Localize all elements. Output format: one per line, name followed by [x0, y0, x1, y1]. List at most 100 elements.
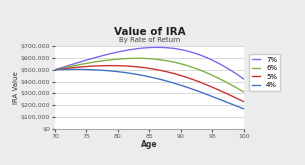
- 7%: [179, 49, 183, 51]
- 4%: [217, 98, 221, 100]
- 5%: [97, 65, 101, 67]
- 6%: [122, 58, 126, 60]
- 5%: [217, 89, 221, 91]
- 7%: [53, 69, 57, 71]
- 4%: [154, 77, 158, 79]
- 6%: [179, 63, 183, 65]
- 4%: [198, 91, 202, 93]
- 6%: [160, 59, 164, 61]
- 7%: [91, 57, 95, 59]
- 5%: [242, 101, 246, 103]
- 4%: [141, 75, 145, 77]
- 7%: [160, 47, 164, 49]
- 5%: [236, 98, 239, 100]
- 6%: [204, 72, 208, 74]
- 7%: [122, 50, 126, 52]
- 6%: [242, 91, 246, 93]
- 4%: [103, 69, 107, 71]
- 6%: [97, 60, 101, 62]
- 6%: [91, 61, 95, 63]
- 5%: [103, 65, 107, 67]
- 4%: [110, 70, 113, 72]
- 7%: [198, 54, 202, 56]
- 7%: [236, 74, 239, 76]
- 4%: [116, 71, 120, 73]
- 5%: [204, 84, 208, 86]
- 4%: [230, 103, 233, 105]
- 5%: [160, 70, 164, 72]
- 4%: [84, 68, 88, 70]
- 4%: [204, 93, 208, 95]
- 5%: [167, 71, 170, 73]
- 5%: [91, 65, 95, 67]
- 4%: [179, 84, 183, 86]
- 5%: [129, 65, 132, 67]
- 6%: [84, 62, 88, 64]
- 4%: [242, 108, 246, 110]
- 7%: [167, 47, 170, 49]
- 7%: [72, 63, 76, 65]
- 4%: [167, 81, 170, 82]
- X-axis label: Age: Age: [141, 140, 158, 149]
- Line: 5%: 5%: [55, 66, 244, 102]
- 6%: [72, 65, 76, 67]
- 6%: [230, 84, 233, 86]
- 5%: [59, 68, 63, 70]
- 6%: [135, 57, 139, 59]
- 6%: [129, 57, 132, 59]
- 6%: [217, 77, 221, 79]
- 4%: [129, 72, 132, 74]
- 6%: [185, 65, 189, 67]
- 6%: [78, 64, 82, 66]
- 4%: [185, 86, 189, 88]
- 4%: [66, 68, 69, 70]
- 7%: [148, 47, 151, 49]
- 7%: [135, 48, 139, 50]
- 6%: [198, 69, 202, 71]
- 6%: [141, 57, 145, 59]
- 4%: [135, 73, 139, 75]
- 5%: [185, 77, 189, 79]
- 5%: [122, 65, 126, 67]
- 7%: [230, 70, 233, 72]
- 5%: [53, 69, 57, 71]
- 7%: [116, 51, 120, 53]
- 7%: [110, 52, 113, 54]
- 5%: [192, 79, 196, 81]
- 6%: [167, 60, 170, 62]
- 7%: [173, 48, 177, 50]
- 4%: [122, 71, 126, 73]
- 4%: [173, 82, 177, 84]
- 5%: [148, 67, 151, 69]
- 6%: [236, 87, 239, 89]
- Y-axis label: IRA Value: IRA Value: [13, 71, 19, 104]
- 5%: [78, 66, 82, 68]
- 6%: [148, 58, 151, 60]
- 6%: [154, 58, 158, 60]
- 4%: [78, 68, 82, 70]
- 5%: [211, 86, 214, 88]
- 7%: [97, 56, 101, 58]
- 4%: [223, 100, 227, 102]
- 6%: [59, 67, 63, 69]
- Text: By Rate of Return: By Rate of Return: [119, 37, 180, 43]
- 6%: [173, 61, 177, 63]
- 7%: [59, 67, 63, 69]
- 5%: [198, 81, 202, 83]
- 4%: [53, 69, 57, 71]
- 5%: [230, 95, 233, 97]
- 7%: [192, 52, 196, 54]
- 7%: [141, 47, 145, 49]
- 4%: [97, 69, 101, 71]
- Title: Value of IRA: Value of IRA: [114, 27, 185, 37]
- 6%: [192, 67, 196, 69]
- 6%: [116, 58, 120, 60]
- Line: 4%: 4%: [55, 69, 244, 109]
- 4%: [72, 68, 76, 70]
- 6%: [223, 81, 227, 82]
- 7%: [103, 54, 107, 56]
- 7%: [129, 49, 132, 51]
- 7%: [204, 56, 208, 58]
- 5%: [223, 92, 227, 94]
- 5%: [110, 65, 113, 67]
